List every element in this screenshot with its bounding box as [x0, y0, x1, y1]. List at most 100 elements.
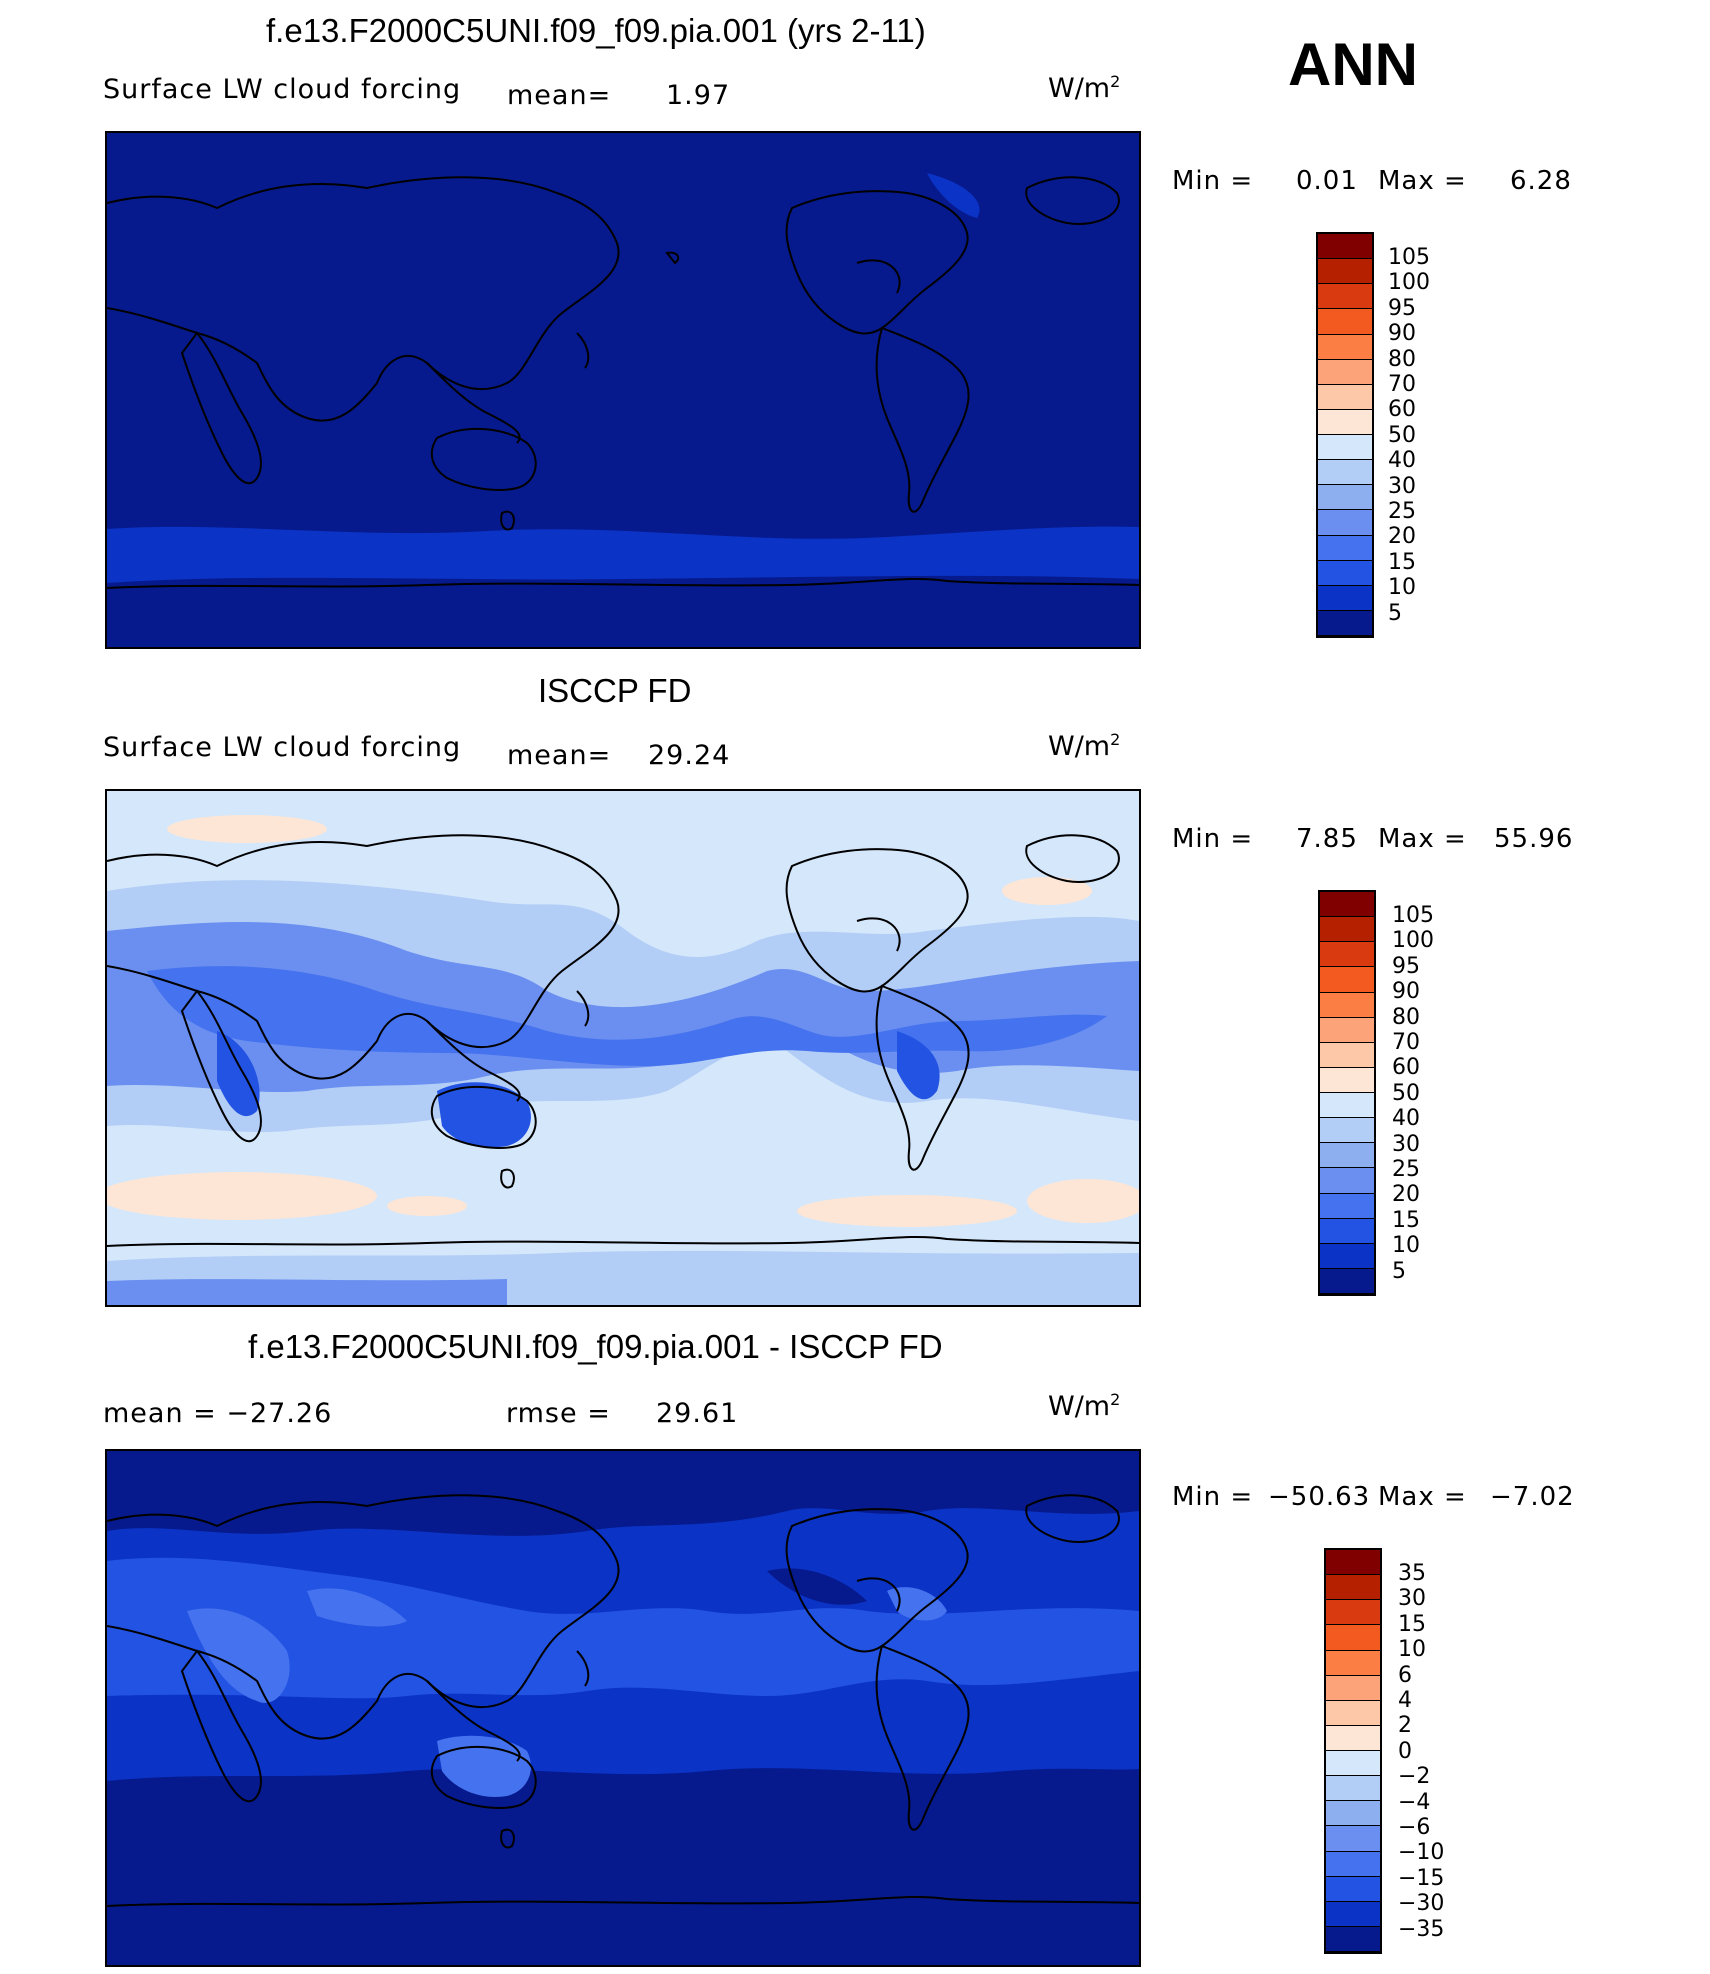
- panel3-asia-light: [307, 1588, 407, 1627]
- colorbar-tick-label: 50: [1388, 422, 1416, 448]
- colorbar-swatch: [1318, 309, 1372, 335]
- panel2-colorbar: [1318, 890, 1376, 1296]
- colorbar-tick-label: 95: [1388, 295, 1416, 321]
- panel1-max-value: 6.28: [1510, 166, 1572, 196]
- colorbar-swatch: [1320, 942, 1374, 968]
- panel1-coastlines: [107, 176, 1139, 589]
- colorbar-tick-label: 20: [1388, 524, 1416, 550]
- colorbar-swatch: [1318, 259, 1372, 285]
- colorbar-swatch: [1320, 1193, 1374, 1219]
- panel2-max-value: 55.96: [1494, 824, 1574, 854]
- panel2-max-label: Max =: [1378, 824, 1467, 854]
- colorbar-tick-label: 70: [1392, 1030, 1420, 1056]
- colorbar-tick-label: 100: [1392, 928, 1434, 954]
- colorbar-tick-label: 0: [1398, 1738, 1412, 1764]
- colorbar-swatch: [1318, 359, 1372, 385]
- colorbar-swatch: [1318, 585, 1372, 611]
- colorbar-tick-label: 30: [1392, 1131, 1420, 1157]
- colorbar-tick-label: 20: [1392, 1182, 1420, 1208]
- panel3-north-deep: [107, 1451, 1139, 1536]
- colorbar-tick-label: 70: [1388, 372, 1416, 398]
- colorbar-swatch: [1318, 485, 1372, 511]
- colorbar-swatch: [1320, 917, 1374, 943]
- season-label: ANN: [1288, 31, 1418, 98]
- panel1-title: f.e13.F2000C5UNI.f09_f09.pia.001 (yrs 2-…: [266, 12, 926, 49]
- colorbar-tick-label: 95: [1392, 953, 1420, 979]
- panel2-coastlines: [107, 834, 1139, 1247]
- panel1-antarctic-fill: [107, 575, 1139, 647]
- panel3-max-value: −7.02: [1490, 1482, 1575, 1512]
- colorbar-swatch: [1318, 234, 1372, 260]
- panel2-australia-patch: [437, 1082, 531, 1148]
- panel1-colorbar-ticks: 105 100 95 90 80 70 60 50 40 30 25 20 15 10 5: [1388, 245, 1430, 626]
- colorbar-tick-label: 10: [1392, 1233, 1420, 1259]
- panel2-units: W/m2: [1048, 730, 1121, 762]
- colorbar-tick-label: 25: [1388, 499, 1416, 525]
- panel2-antarctic-low: [107, 1279, 507, 1305]
- panel3-mean-text: mean = −27.26: [103, 1398, 333, 1429]
- panel3-map: [105, 1449, 1141, 1967]
- colorbar-tick-label: 60: [1388, 397, 1416, 423]
- colorbar-tick-label: −6: [1398, 1815, 1431, 1841]
- panel3-rmse-label: rmse =: [506, 1398, 611, 1429]
- panel2-warm-patch-sm: [387, 1196, 467, 1216]
- colorbar-swatch: [1326, 1801, 1380, 1827]
- colorbar-tick-label: 105: [1392, 903, 1434, 928]
- colorbar-tick-label: −35: [1398, 1916, 1445, 1942]
- colorbar-tick-label: 50: [1392, 1080, 1420, 1106]
- colorbar-swatch: [1318, 435, 1372, 461]
- colorbar-swatch: [1326, 1751, 1380, 1777]
- panel2-lower-band: [147, 966, 1107, 1066]
- colorbar-swatch: [1320, 1268, 1374, 1294]
- panel3-coastlines: [107, 1494, 1139, 1907]
- colorbar-tick-label: 5: [1388, 600, 1402, 626]
- colorbar-tick-label: 90: [1388, 321, 1416, 347]
- panel3-africa-light: [187, 1608, 290, 1703]
- colorbar-swatch: [1320, 1118, 1374, 1144]
- panel2-map-svg: [107, 791, 1139, 1305]
- colorbar-tick-label: 105: [1388, 245, 1430, 270]
- panel2-title: ISCCP FD: [538, 672, 692, 709]
- panel2-min-label: Min =: [1172, 824, 1254, 854]
- colorbar-swatch: [1318, 535, 1372, 561]
- colorbar-tick-label: 15: [1388, 549, 1416, 575]
- colorbar-swatch: [1320, 1017, 1374, 1043]
- colorbar-swatch: [1318, 409, 1372, 435]
- colorbar-tick-label: 35: [1398, 1561, 1426, 1586]
- colorbar-swatch: [1326, 1675, 1380, 1701]
- colorbar-tick-label: −10: [1398, 1840, 1445, 1866]
- panel3-title: f.e13.F2000C5UNI.f09_f09.pia.001 - ISCCP…: [248, 1328, 943, 1365]
- colorbar-tick-label: −4: [1398, 1789, 1431, 1815]
- panel2-warm-patch-se: [1027, 1179, 1139, 1223]
- colorbar-tick-label: 4: [1398, 1688, 1412, 1714]
- panel1-min-value: 0.01: [1296, 166, 1358, 196]
- colorbar-tick-label: 90: [1392, 979, 1420, 1005]
- panel1-units: W/m2: [1048, 72, 1121, 104]
- colorbar-swatch: [1320, 1042, 1374, 1068]
- panel1-map-svg: [107, 133, 1139, 647]
- colorbar-swatch: [1326, 1575, 1380, 1601]
- panel2-map: [105, 789, 1141, 1307]
- colorbar-swatch: [1318, 560, 1372, 586]
- colorbar-swatch: [1320, 1168, 1374, 1194]
- panel3-units: W/m2: [1048, 1390, 1121, 1422]
- panel2-warm-patch-sw: [107, 1172, 377, 1220]
- panel1-variable-label: Surface LW cloud forcing: [103, 74, 462, 105]
- colorbar-tick-label: −15: [1398, 1865, 1445, 1891]
- panel3-map-svg: [107, 1451, 1139, 1965]
- panel1-mean-label: mean=: [507, 80, 612, 111]
- panel2-warm-patch-ne: [1002, 877, 1092, 905]
- colorbar-swatch: [1326, 1776, 1380, 1802]
- colorbar-tick-label: 30: [1398, 1586, 1426, 1612]
- panel3-antarctic-fill: [107, 1893, 1139, 1965]
- colorbar-swatch: [1326, 1901, 1380, 1927]
- panel3-na-light: [887, 1587, 947, 1621]
- colorbar-tick-label: 10: [1388, 575, 1416, 601]
- panel2-mean-value: 29.24: [648, 740, 731, 771]
- colorbar-swatch: [1326, 1550, 1380, 1576]
- panel3-colorbar: [1324, 1548, 1382, 1954]
- colorbar-swatch: [1320, 1218, 1374, 1244]
- panel2-mean-label: mean=: [507, 740, 612, 771]
- panel3-rmse-value: 29.61: [656, 1398, 739, 1429]
- panel1-max-label: Max =: [1378, 166, 1467, 196]
